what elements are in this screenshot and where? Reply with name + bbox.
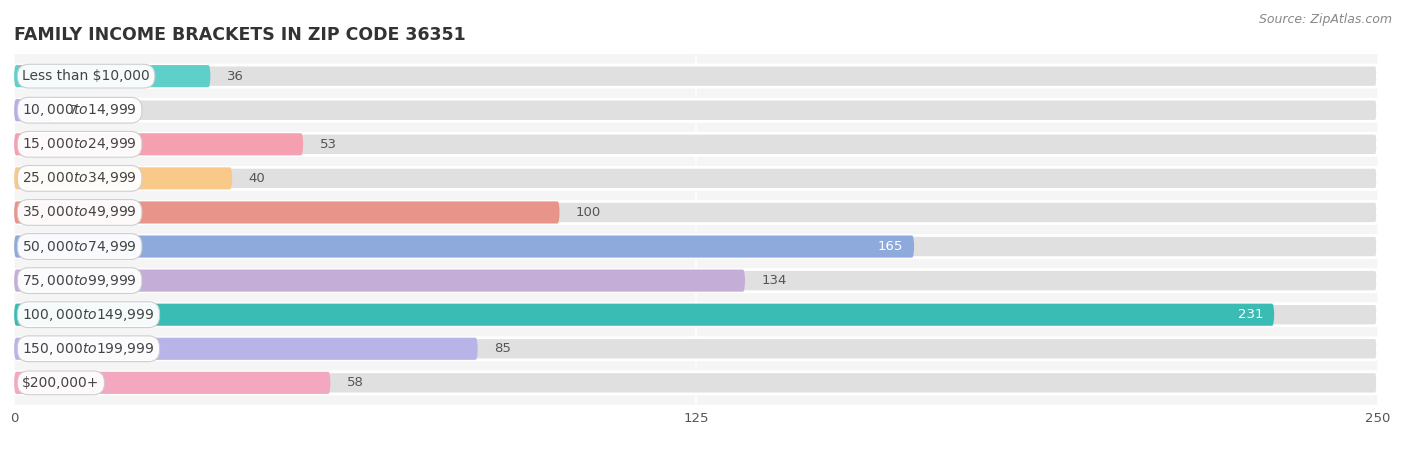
FancyBboxPatch shape	[14, 338, 478, 360]
Text: 53: 53	[319, 138, 336, 151]
FancyBboxPatch shape	[14, 202, 1378, 224]
FancyBboxPatch shape	[14, 270, 1378, 292]
FancyBboxPatch shape	[14, 270, 745, 292]
FancyBboxPatch shape	[14, 133, 304, 155]
Text: 40: 40	[249, 172, 266, 185]
Text: 165: 165	[877, 240, 903, 253]
Text: $15,000 to $24,999: $15,000 to $24,999	[22, 136, 136, 152]
Text: $75,000 to $99,999: $75,000 to $99,999	[22, 273, 136, 288]
Text: $150,000 to $199,999: $150,000 to $199,999	[22, 341, 155, 357]
Text: $35,000 to $49,999: $35,000 to $49,999	[22, 204, 136, 220]
FancyBboxPatch shape	[14, 235, 914, 257]
FancyBboxPatch shape	[14, 65, 211, 87]
FancyBboxPatch shape	[14, 65, 1378, 87]
FancyBboxPatch shape	[14, 304, 1274, 326]
Text: 231: 231	[1237, 308, 1264, 321]
Text: 7: 7	[69, 104, 77, 117]
Text: Source: ZipAtlas.com: Source: ZipAtlas.com	[1258, 14, 1392, 27]
FancyBboxPatch shape	[14, 202, 560, 224]
FancyBboxPatch shape	[14, 235, 1378, 257]
FancyBboxPatch shape	[14, 338, 1378, 360]
Text: $10,000 to $14,999: $10,000 to $14,999	[22, 102, 136, 118]
Text: 134: 134	[762, 274, 787, 287]
FancyBboxPatch shape	[14, 133, 1378, 155]
Text: 85: 85	[494, 342, 510, 355]
FancyBboxPatch shape	[14, 372, 1378, 394]
Text: $25,000 to $34,999: $25,000 to $34,999	[22, 171, 136, 186]
Text: 58: 58	[347, 376, 364, 389]
Text: Less than $10,000: Less than $10,000	[22, 69, 150, 83]
FancyBboxPatch shape	[14, 167, 232, 189]
FancyBboxPatch shape	[14, 99, 52, 122]
FancyBboxPatch shape	[14, 304, 1378, 326]
Text: 36: 36	[226, 70, 243, 83]
Text: 100: 100	[576, 206, 602, 219]
FancyBboxPatch shape	[14, 167, 1378, 189]
Text: $200,000+: $200,000+	[22, 376, 100, 390]
Text: $100,000 to $149,999: $100,000 to $149,999	[22, 307, 155, 323]
Text: FAMILY INCOME BRACKETS IN ZIP CODE 36351: FAMILY INCOME BRACKETS IN ZIP CODE 36351	[14, 26, 465, 44]
FancyBboxPatch shape	[14, 372, 330, 394]
Text: $50,000 to $74,999: $50,000 to $74,999	[22, 238, 136, 255]
FancyBboxPatch shape	[14, 99, 1378, 122]
